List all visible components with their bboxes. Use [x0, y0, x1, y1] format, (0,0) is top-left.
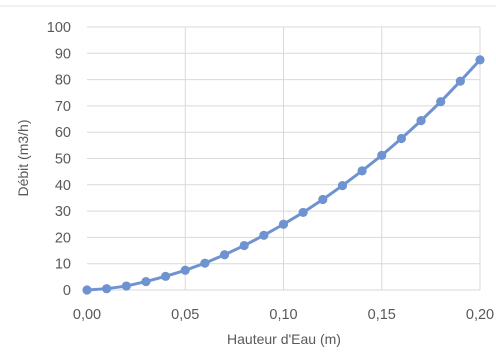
data-point: [337, 180, 348, 191]
data-point: [416, 116, 426, 126]
x-tick-label: 0,10: [269, 307, 297, 323]
y-tick-label: 90: [55, 46, 71, 62]
y-tick-label: 20: [55, 230, 71, 246]
data-point: [82, 285, 92, 295]
data-point: [180, 265, 190, 275]
data-point: [200, 258, 210, 268]
y-tick-label: 70: [55, 99, 71, 115]
data-point: [455, 76, 465, 86]
data-point: [219, 250, 230, 260]
data-point: [298, 207, 308, 218]
y-tick-label: 60: [55, 125, 71, 141]
data-point: [377, 150, 387, 160]
y-tick-label: 40: [55, 178, 71, 194]
data-point: [278, 219, 289, 229]
data-point: [318, 194, 328, 205]
data-point: [357, 166, 367, 176]
data-point: [141, 276, 151, 287]
x-tick-label: 0,20: [466, 307, 494, 323]
data-point: [239, 240, 249, 251]
y-axis-title: Débit (m3/h): [15, 119, 31, 196]
y-tick-label: 80: [55, 73, 71, 89]
x-axis-tick-labels: 0,00 0,05 0,10 0,15 0,20: [73, 307, 494, 323]
data-point: [436, 97, 446, 107]
data-point: [161, 271, 171, 281]
y-tick-label: 100: [47, 20, 71, 36]
x-tick-label: 0,05: [171, 307, 199, 323]
data-point: [121, 281, 131, 291]
data-point: [396, 133, 406, 144]
data-point: [259, 230, 269, 240]
y-tick-label: 0: [63, 283, 71, 299]
data-point: [475, 55, 485, 65]
x-tick-label: 0,00: [73, 307, 101, 323]
series-debit: [82, 55, 485, 295]
y-tick-label: 10: [55, 257, 71, 273]
y-tick-label: 30: [55, 204, 71, 220]
x-tick-label: 0,15: [368, 307, 396, 323]
data-point: [102, 284, 112, 294]
x-axis-title: Hauteur d'Eau (m): [227, 331, 341, 347]
y-tick-label: 50: [55, 152, 71, 168]
gridlines: [87, 26, 481, 291]
y-axis-tick-labels: 0 10 20 30 40 50 60 70 80 90 100: [47, 20, 71, 299]
